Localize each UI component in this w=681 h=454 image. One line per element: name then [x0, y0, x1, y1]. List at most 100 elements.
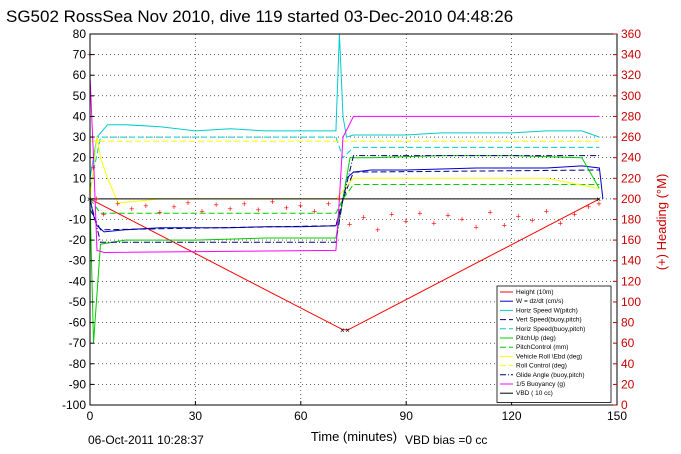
y2-tick-label: 20 — [621, 377, 635, 391]
y2-tick-label: 300 — [621, 89, 641, 103]
series-height-10m — [89, 198, 600, 331]
heading-point: + — [228, 204, 233, 214]
heading-point: + — [298, 201, 303, 211]
legend-entry: Vert Speed(buoy,pitch) — [516, 317, 582, 324]
heading-point: + — [473, 223, 478, 233]
legend-entry: Glide Angle (buoy,pitch) — [516, 372, 585, 379]
y-tick-label: -90 — [69, 377, 87, 391]
heading-point: + — [256, 205, 261, 215]
heading-point: + — [91, 163, 96, 173]
x-axis-label: Time (minutes) — [311, 429, 397, 444]
y2-tick-label: 280 — [621, 109, 641, 123]
height-marker: × — [345, 326, 350, 335]
series-layer: ×× ×× — [87, 33, 604, 344]
legend-entry: Vehicle Roll \Ebd (deg) — [516, 353, 582, 360]
heading-point: + — [596, 199, 601, 209]
legend-entry: W = dz/dt (cm/s) — [516, 298, 564, 305]
x-tick-label: 30 — [189, 409, 203, 423]
bottom-axis: 0 30 60 90 120 150 — [87, 401, 627, 423]
x-tick-label: 150 — [607, 409, 627, 423]
x-tick-label: 0 — [87, 409, 94, 423]
y-tick-label: 80 — [73, 27, 87, 41]
y-tick-label: -100 — [62, 398, 86, 412]
heading-point: + — [284, 203, 289, 213]
heading-point: + — [199, 206, 204, 216]
y2-tick-label: 40 — [621, 357, 635, 371]
heading-point: + — [530, 216, 535, 226]
heading-point: + — [361, 212, 366, 222]
y-tick-label: -10 — [69, 213, 87, 227]
left-axis: -100-90-80-70-60-50-40-30-20-10010203040… — [62, 27, 94, 412]
heading-point: + — [431, 219, 436, 229]
heading-point: + — [516, 211, 521, 221]
legend-box — [496, 285, 612, 403]
heading-point: + — [270, 197, 275, 207]
x-tick-label: 60 — [294, 409, 308, 423]
y2-tick-label: 320 — [621, 68, 641, 82]
heading-point: + — [347, 220, 352, 230]
y2-tick-label: 360 — [621, 27, 641, 41]
heading-point: + — [544, 206, 549, 216]
legend-entry: Horiz Speed(buoy,pitch) — [516, 326, 585, 333]
series-vert-speed-buoy-pitch — [89, 169, 600, 231]
y-tick-label: 10 — [73, 171, 87, 185]
y-tick-label: 20 — [73, 151, 87, 165]
legend-entry: PitchControl (mm) — [516, 344, 568, 351]
heading-point: + — [502, 221, 507, 231]
y2-tick-label: 140 — [621, 254, 641, 268]
heading-point: + — [185, 198, 190, 208]
x-tick-label: 90 — [400, 409, 414, 423]
y2-tick-label: 60 — [621, 336, 635, 350]
y-tick-label: 0 — [79, 192, 86, 206]
footer-bias: VBD bias =0 cc — [405, 433, 487, 447]
heading-point: + — [336, 194, 341, 204]
heading-point: + — [586, 202, 591, 212]
heading-point: + — [445, 210, 450, 220]
series-horiz-speed-buoy-pitch — [89, 136, 600, 189]
y-tick-label: 40 — [73, 109, 87, 123]
y2-tick-label: 220 — [621, 171, 641, 185]
heading-point: + — [558, 219, 563, 229]
y2-tick-label: 260 — [621, 130, 641, 144]
y2-tick-label: 0 — [621, 398, 628, 412]
y2-tick-label: 80 — [621, 316, 635, 330]
heading-point: + — [115, 199, 120, 209]
chart-title: SG502 RossSea Nov 2010, dive 119 started… — [6, 7, 513, 26]
y2-tick-label: 200 — [621, 192, 641, 206]
y2-tick-label: 120 — [621, 274, 641, 288]
legend-entry: VBD ( 10 cc) — [516, 390, 553, 397]
heading-point: + — [312, 206, 317, 216]
y-tick-label: -50 — [69, 295, 87, 309]
heading-point: + — [403, 217, 408, 227]
y-tick-label: -60 — [69, 316, 87, 330]
series-horiz-speed-w-pitch — [89, 33, 600, 179]
y-tick-label: -40 — [69, 274, 87, 288]
heading-point: + — [375, 225, 380, 235]
y2-tick-label: 100 — [621, 295, 641, 309]
y2-tick-label: 240 — [621, 151, 641, 165]
heading-point: + — [459, 215, 464, 225]
heading-point: + — [417, 208, 422, 218]
heading-point: + — [101, 209, 106, 219]
x-tick-label: 120 — [502, 409, 522, 423]
heading-point: + — [572, 209, 577, 219]
y2-tick-label: 340 — [621, 48, 641, 62]
legend-entry: Height (10m) — [516, 289, 554, 296]
y-tick-label: -30 — [69, 254, 87, 268]
series-pitchcontrol-mm — [89, 184, 600, 214]
heading-point: + — [129, 204, 134, 214]
legend: Height (10m) W = dz/dt (cm/s) Horiz Speed … — [496, 285, 612, 403]
heading-point: + — [326, 199, 331, 209]
y-tick-label: 60 — [73, 68, 87, 82]
y-tick-label: -80 — [69, 357, 87, 371]
legend-entry: Roll Control (deg) — [516, 363, 567, 370]
legend-entry: Horiz Speed W(pitch) — [516, 307, 578, 314]
footer-date: 06-Oct-2011 10:28:37 — [88, 433, 204, 447]
legend-entry: PitchUp (deg) — [516, 335, 556, 342]
right-axis-label: (+) Heading (°M) — [654, 174, 669, 271]
y2-tick-label: 180 — [621, 213, 641, 227]
y-tick-label: 70 — [73, 48, 87, 62]
heading-point: + — [213, 200, 218, 210]
height-marker: × — [340, 326, 345, 335]
y-tick-label: 30 — [73, 130, 87, 144]
